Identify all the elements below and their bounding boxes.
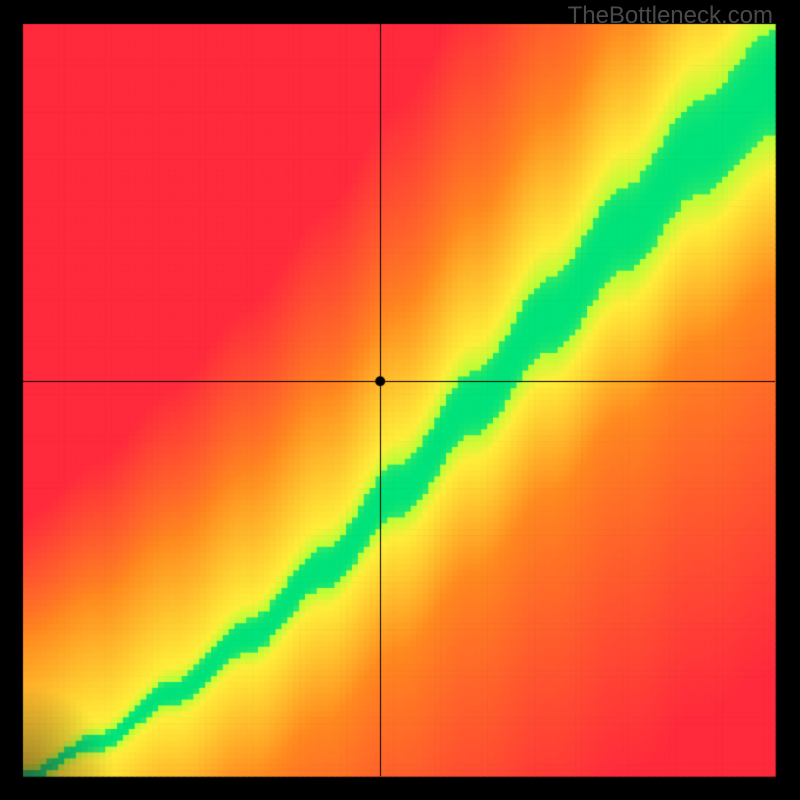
watermark-text: TheBottleneck.com: [568, 2, 773, 30]
heatmap-canvas: [0, 0, 800, 800]
